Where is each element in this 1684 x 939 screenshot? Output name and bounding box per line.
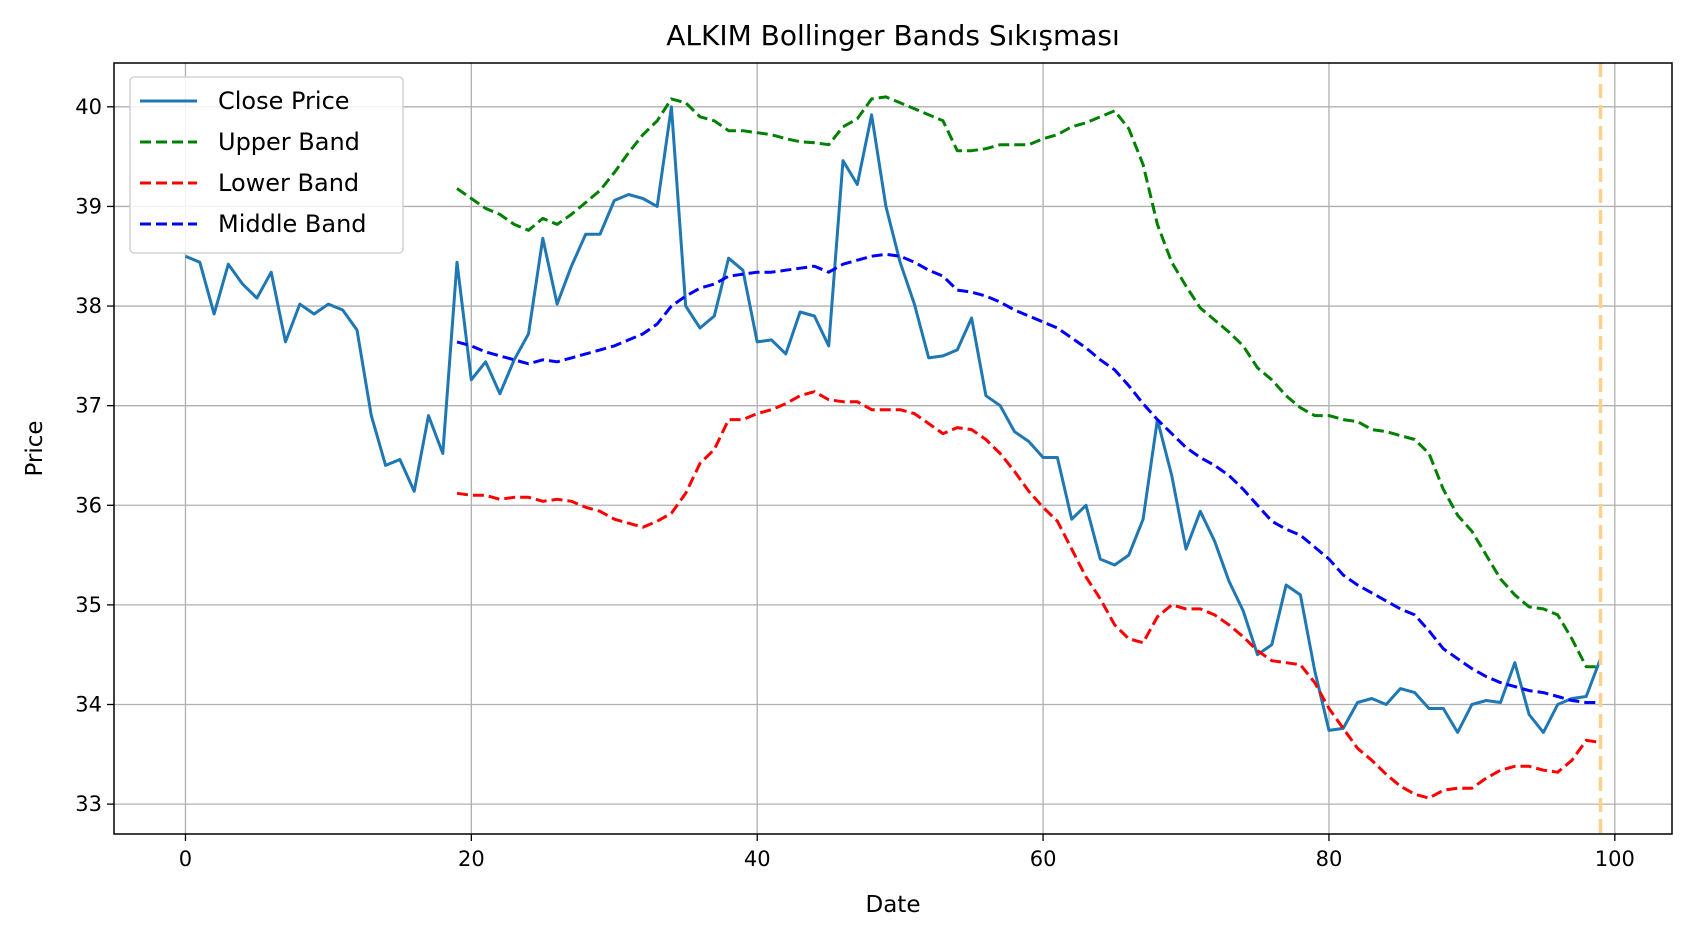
y-tick-label: 35: [75, 593, 102, 617]
x-tick-label: 60: [1030, 847, 1057, 871]
legend-label: Close Price: [218, 87, 350, 115]
y-tick-label: 40: [75, 95, 102, 119]
y-tick-label: 39: [75, 194, 102, 218]
y-tick-label: 38: [75, 294, 102, 318]
x-tick-label: 0: [179, 847, 192, 871]
y-tick-label: 33: [75, 792, 102, 816]
y-tick-label: 36: [75, 493, 102, 517]
upper-band-line: [456, 95, 1601, 669]
legend: Close Price Upper Band Lower Band Middle Ba…: [129, 76, 404, 254]
x-tick-label: 80: [1316, 847, 1343, 871]
middle-band-line: [456, 252, 1601, 704]
x-tick-label: 20: [458, 847, 485, 871]
y-tick-label: 34: [75, 693, 102, 717]
chart-title: ALKIM Bollinger Bands Sıkışması: [666, 19, 1120, 52]
y-axis-ticks: 33 34 35 36 37 38 39 40: [75, 95, 114, 816]
grid: [114, 63, 1672, 834]
legend-label: Lower Band: [218, 169, 359, 197]
close-price-line: [184, 105, 1602, 734]
x-axis-title: Date: [866, 892, 921, 918]
legend-label: Middle Band: [218, 210, 367, 238]
legend-box: [129, 76, 404, 254]
legend-label: Upper Band: [218, 128, 360, 156]
plot-frame: [113, 62, 1673, 835]
y-tick-label: 37: [75, 394, 102, 418]
x-tick-label: 100: [1595, 847, 1635, 871]
x-axis-ticks: 0 20 40 60 80 100: [179, 834, 1635, 871]
x-tick-label: 40: [744, 847, 771, 871]
plot-series: [184, 63, 1603, 834]
lower-band-line: [456, 390, 1601, 800]
y-axis-title: Price: [22, 420, 48, 476]
